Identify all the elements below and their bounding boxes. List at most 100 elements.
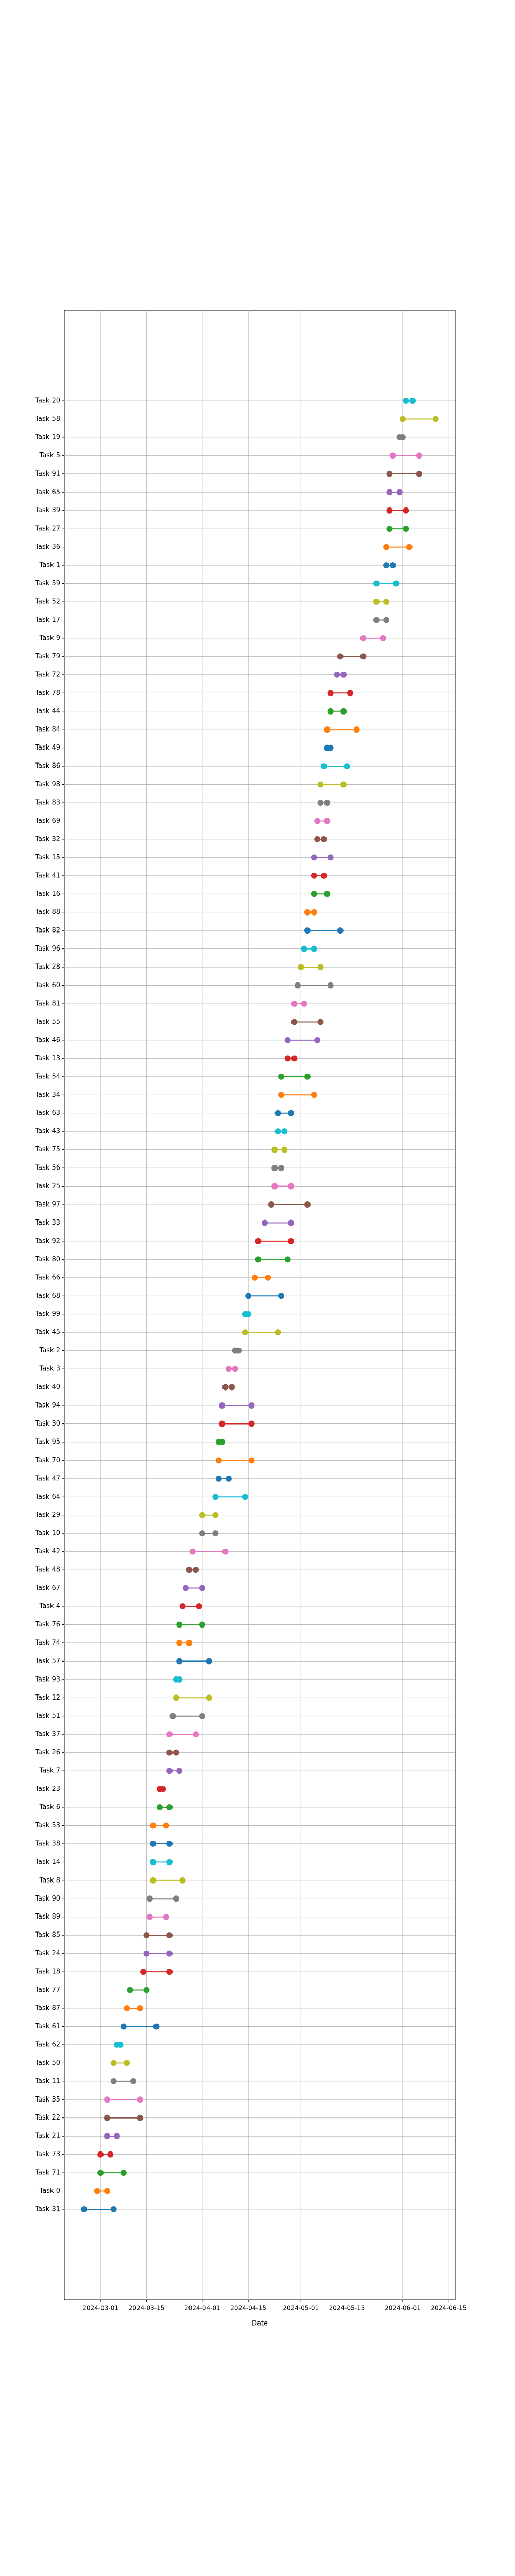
start-dot bbox=[386, 470, 393, 477]
start-dot bbox=[143, 1932, 150, 1939]
start-dot bbox=[255, 1238, 262, 1244]
y-tick-label: Task 78 bbox=[35, 689, 60, 697]
end-dot bbox=[311, 1092, 317, 1098]
y-tick-label: Task 35 bbox=[35, 2096, 60, 2104]
end-dot bbox=[403, 526, 409, 532]
end-dot bbox=[406, 544, 413, 550]
start-dot bbox=[271, 1165, 278, 1172]
end-dot bbox=[327, 744, 334, 751]
start-dot bbox=[173, 1694, 179, 1701]
end-dot bbox=[304, 1201, 311, 1208]
end-dot bbox=[114, 2133, 121, 2140]
end-dot bbox=[104, 2188, 110, 2194]
y-tick-label: Task 95 bbox=[35, 1438, 60, 1446]
end-dot bbox=[163, 1822, 169, 1829]
start-dot bbox=[399, 416, 406, 422]
y-tick-label: Task 82 bbox=[35, 927, 60, 935]
start-dot bbox=[166, 1731, 173, 1738]
y-tick-label: Task 90 bbox=[35, 1895, 60, 1903]
y-tick-label: Task 23 bbox=[35, 1785, 60, 1793]
start-dot bbox=[262, 1219, 268, 1226]
end-dot bbox=[304, 1073, 311, 1080]
start-dot bbox=[219, 1420, 226, 1427]
end-dot bbox=[416, 470, 422, 477]
end-dot bbox=[124, 2060, 130, 2066]
y-tick-label: Task 10 bbox=[35, 1530, 60, 1537]
start-dot bbox=[337, 653, 344, 660]
start-dot bbox=[81, 2206, 88, 2212]
end-dot bbox=[320, 872, 327, 879]
end-dot bbox=[340, 781, 347, 788]
start-dot bbox=[104, 2096, 110, 2103]
start-dot bbox=[97, 2151, 104, 2158]
start-dot bbox=[124, 2005, 130, 2011]
y-tick-label: Task 28 bbox=[35, 963, 60, 971]
start-dot bbox=[245, 1293, 252, 1299]
end-dot bbox=[136, 2096, 143, 2103]
y-tick-label: Task 94 bbox=[35, 1402, 60, 1410]
end-dot bbox=[212, 1530, 219, 1537]
end-dot bbox=[176, 1676, 183, 1683]
start-dot bbox=[304, 909, 311, 916]
y-tick-label: Task 67 bbox=[35, 1584, 60, 1592]
y-tick-label: Task 65 bbox=[35, 488, 60, 496]
end-dot bbox=[278, 1293, 284, 1299]
end-dot bbox=[340, 708, 347, 715]
start-dot bbox=[268, 1201, 274, 1208]
end-dot bbox=[324, 891, 331, 897]
end-dot bbox=[291, 1055, 298, 1062]
start-dot bbox=[166, 1749, 173, 1756]
end-dot bbox=[327, 854, 334, 861]
end-dot bbox=[193, 1731, 199, 1738]
y-tick-label: Task 75 bbox=[35, 1146, 60, 1154]
end-dot bbox=[317, 1019, 324, 1025]
end-dot bbox=[153, 2023, 160, 2030]
start-dot bbox=[311, 891, 317, 897]
plot-frame bbox=[64, 310, 456, 2300]
start-dot bbox=[186, 1567, 193, 1573]
y-tick-label: Task 0 bbox=[39, 2187, 60, 2195]
end-dot bbox=[130, 2078, 136, 2084]
end-dot bbox=[314, 1037, 321, 1043]
start-dot bbox=[271, 1183, 278, 1190]
start-dot bbox=[104, 2133, 110, 2140]
y-tick-label: Task 87 bbox=[35, 2005, 60, 2012]
start-dot bbox=[150, 1840, 157, 1847]
start-dot bbox=[403, 398, 409, 404]
start-dot bbox=[156, 1804, 163, 1810]
start-dot bbox=[271, 1146, 278, 1153]
y-tick-label: Task 47 bbox=[35, 1475, 60, 1482]
end-dot bbox=[136, 2005, 143, 2011]
end-dot bbox=[284, 1256, 291, 1263]
start-dot bbox=[327, 690, 334, 697]
y-tick-label: Task 46 bbox=[35, 1036, 60, 1044]
end-dot bbox=[143, 1987, 150, 1993]
end-dot bbox=[393, 580, 400, 587]
start-dot bbox=[274, 1128, 281, 1135]
y-tick-label: Task 12 bbox=[35, 1694, 60, 1702]
end-dot bbox=[265, 1274, 271, 1281]
y-tick-label: Task 51 bbox=[35, 1712, 60, 1720]
end-dot bbox=[403, 507, 409, 514]
y-tick-label: Task 57 bbox=[35, 1657, 60, 1665]
y-tick-label: Task 64 bbox=[35, 1493, 60, 1501]
start-dot bbox=[274, 1110, 281, 1116]
end-dot bbox=[235, 1347, 242, 1354]
y-tick-label: Task 6 bbox=[39, 1804, 60, 1811]
y-tick-label: Task 40 bbox=[35, 1383, 60, 1391]
y-tick-label: Task 14 bbox=[35, 1858, 60, 1866]
start-dot bbox=[150, 1877, 157, 1884]
start-dot bbox=[291, 1001, 298, 1007]
y-tick-label: Task 27 bbox=[35, 525, 60, 533]
y-tick-label: Task 11 bbox=[35, 2077, 60, 2085]
y-tick-label: Task 50 bbox=[35, 2059, 60, 2067]
end-dot bbox=[409, 398, 416, 404]
y-tick-label: Task 88 bbox=[35, 908, 60, 916]
y-tick-label: Task 56 bbox=[35, 1164, 60, 1172]
start-dot bbox=[314, 836, 321, 842]
x-tick-label: 2024-06-15 bbox=[431, 2304, 467, 2312]
end-dot bbox=[327, 982, 334, 989]
y-tick-label: Task 72 bbox=[35, 671, 60, 679]
y-tick-label: Task 38 bbox=[35, 1840, 60, 1848]
y-tick-label: Task 24 bbox=[35, 1950, 60, 1957]
